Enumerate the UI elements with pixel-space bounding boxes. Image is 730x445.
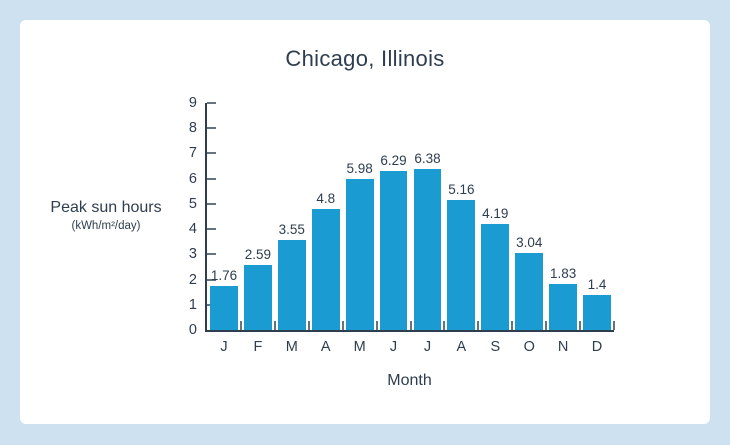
y-tick-label: 7 [188,145,197,162]
bar-value-label: 5.98 [346,161,373,177]
x-tick-label: J [220,339,228,355]
x-tick-mark [375,321,378,330]
bar-value-label: 2.59 [244,246,272,262]
bar-value-label: 4.8 [316,190,336,206]
y-axis-title: Peak sun hours (kWh/m²/day) [20,198,192,233]
bar [243,264,272,330]
x-tick-label: M [285,339,298,355]
x-tick-label: D [591,339,603,355]
y-tick-mark [207,127,216,130]
y-tick-mark [207,278,216,281]
y-tick-label: 1 [188,296,197,313]
y-tick-mark [207,228,216,231]
x-tick-label: J [423,339,432,355]
bar-value-label: 6.38 [414,151,441,167]
x-tick-label: A [456,339,467,355]
x-tick-label: M [353,339,366,355]
x-tick-mark [307,321,310,330]
bar [210,285,238,330]
bar [413,169,442,330]
y-tick-label: 3 [188,246,197,263]
x-tick-label: J [389,339,398,355]
bar [583,294,611,330]
x-axis-title: Month [387,372,432,389]
x-tick-mark [613,321,615,330]
y-axis-unit-text: (kWh/m²/day) [71,220,141,232]
bar-value-label: 6.29 [380,153,407,169]
bar-value-label: 3.04 [516,235,543,251]
bar [277,240,306,330]
x-tick-label: F [253,339,263,355]
x-tick-mark [273,321,276,330]
x-tick-mark [443,321,446,330]
y-tick-label: 6 [188,170,197,187]
bar-value-label: 4.19 [482,206,509,222]
x-tick-mark [341,321,344,330]
chart-card: Chicago, Illinois Peak sun hours (kWh/m²… [20,20,710,424]
y-tick-label: 8 [188,120,197,137]
bar-value-label: 5.16 [448,181,475,197]
x-tick-mark [409,321,412,330]
bar-value-label: 3.55 [278,222,305,238]
x-tick-mark [477,321,480,330]
x-tick-mark [511,321,514,330]
bar [379,171,408,330]
x-tick-label: A [320,339,331,355]
bar [549,283,578,330]
bar-value-label: 1.83 [549,265,577,281]
bar-value-label: 1.76 [210,267,238,283]
y-tick-mark [207,102,216,104]
bar-value-label: 1.4 [587,276,607,292]
y-tick-mark [207,152,216,155]
bar [515,253,544,330]
y-tick-mark [207,177,216,180]
y-tick-mark [207,202,216,205]
y-axis-title-text: Peak sun hours [50,199,162,216]
chart-title: Chicago, Illinois [285,46,445,71]
x-tick-label: N [557,339,569,355]
y-tick-label: 2 [188,271,197,288]
bar [311,208,340,330]
x-tick-label: O [523,339,535,355]
y-tick-label: 4 [188,221,197,238]
y-tick-label: 5 [188,195,197,212]
x-tick-label: S [490,339,501,355]
x-tick-mark [545,321,548,330]
y-tick-label: 0 [188,322,197,338]
y-tick-mark [207,253,216,256]
bar [481,224,510,330]
x-tick-mark [579,321,582,330]
bar [447,199,476,330]
plot-area: 0 1 2 3 4 5 6 7 8 9 1.76 J 2.59 F 3.55 M 4.8 A 5.98 M 6.29 J 6… [189,95,615,355]
y-tick-label: 9 [188,95,197,111]
bar [345,179,374,330]
x-tick-mark [239,321,242,330]
